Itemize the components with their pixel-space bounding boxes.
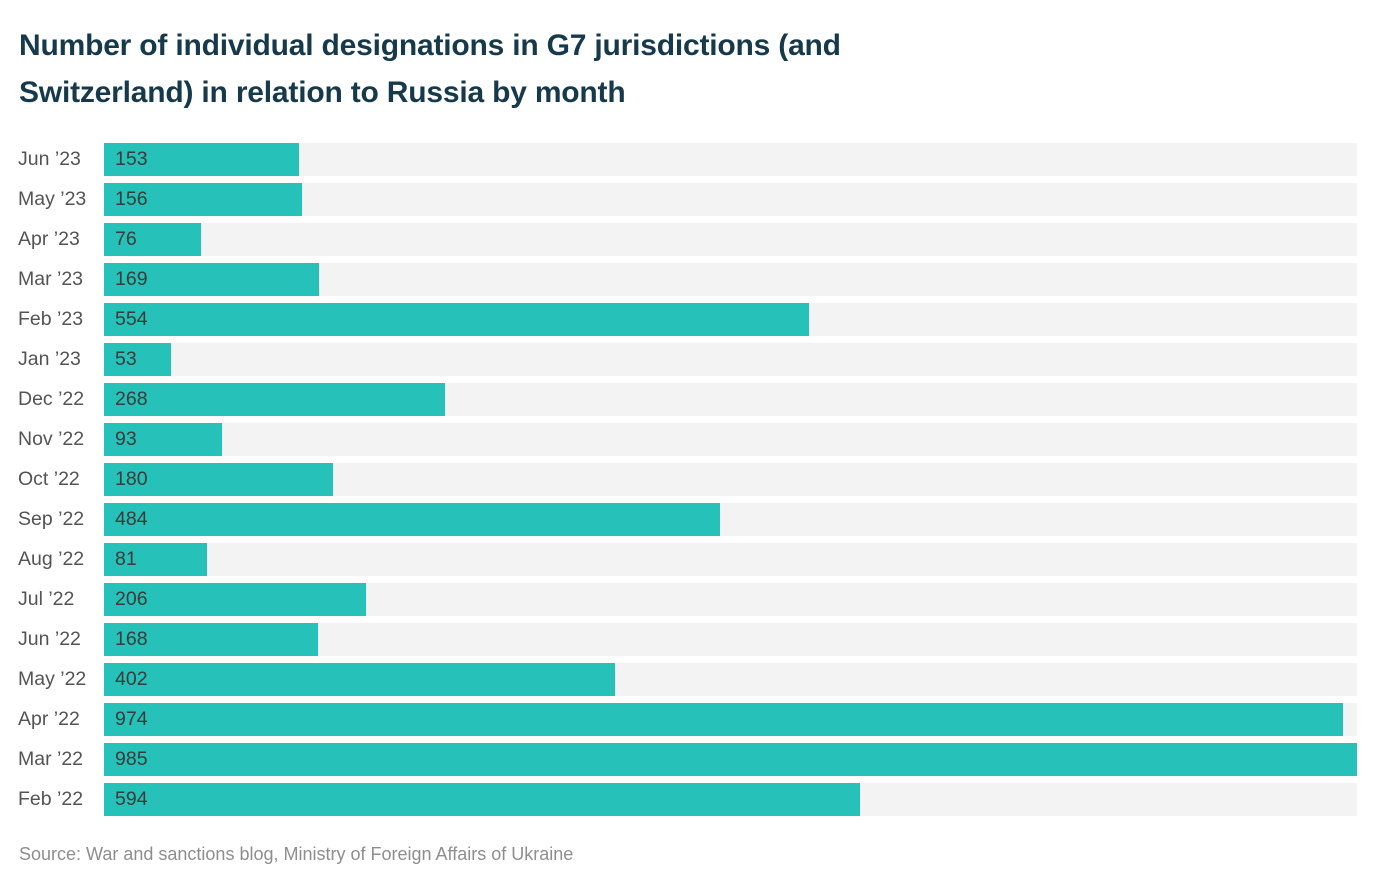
chart-row: Feb ’23 554 [0,303,1357,336]
bar: 53 [104,343,172,376]
category-label: Jan ’23 [18,348,81,370]
chart-row: Mar ’22 985 [0,743,1357,776]
bar-track: 484 [104,503,1357,536]
chart-row: Jul ’22 206 [0,583,1357,616]
category-label: Aug ’22 [18,548,85,570]
chart-row: May ’23 156 [0,183,1357,216]
bar-track: 974 [104,703,1357,736]
bar: 76 [104,223,201,256]
chart-row: Apr ’23 76 [0,223,1357,256]
bar: 81 [104,543,208,576]
value-label: 156 [115,188,148,210]
category-label: May ’22 [18,668,87,690]
bar-chart: Jun ’23 153 May ’23 156 Apr ’23 76 Mar ’23 169 F… [0,143,1357,816]
bar-track: 93 [104,423,1357,456]
chart-row: Sep ’22 484 [0,503,1357,536]
bar: 93 [104,423,223,456]
bar-track: 402 [104,663,1357,696]
chart-row: Oct ’22 180 [0,463,1357,496]
category-label: Apr ’23 [18,228,80,250]
category-label: Mar ’22 [18,748,84,770]
chart-row: Aug ’22 81 [0,543,1357,576]
value-label: 169 [115,268,148,290]
bar: 402 [104,663,616,696]
bar-track: 156 [104,183,1357,216]
bar-track: 81 [104,543,1357,576]
bar-track: 153 [104,143,1357,176]
bar: 594 [104,783,860,816]
bar: 206 [104,583,367,616]
chart-row: Mar ’23 169 [0,263,1357,296]
bar-track: 169 [104,263,1357,296]
category-label: Nov ’22 [18,428,85,450]
chart-row: Jun ’22 168 [0,623,1357,656]
source-note: Source: War and sanctions blog, Ministry… [19,844,574,864]
chart-title-line1: Number of individual designations in G7 … [19,29,841,62]
value-label: 268 [115,388,148,410]
chart-title: Number of individual designations in G7 … [19,22,1129,116]
value-label: 76 [115,228,137,250]
bar: 153 [104,143,299,176]
bar: 985 [104,743,1357,776]
bar: 974 [104,703,1343,736]
category-label: Oct ’22 [18,468,80,490]
chart-row: Dec ’22 268 [0,383,1357,416]
category-label: Feb ’23 [18,308,84,330]
value-label: 153 [115,148,148,170]
bar-track: 985 [104,743,1357,776]
chart-title-line2: Switzerland) in relation to Russia by mo… [19,76,626,109]
value-label: 985 [115,748,148,770]
category-label: Jul ’22 [18,588,75,610]
bar-track: 554 [104,303,1357,336]
value-label: 180 [115,468,148,490]
chart-row: May ’22 402 [0,663,1357,696]
bar-track: 594 [104,783,1357,816]
value-label: 206 [115,588,148,610]
category-label: May ’23 [18,188,87,210]
bar-track: 180 [104,463,1357,496]
category-label: Sep ’22 [18,508,85,530]
chart-row: Jun ’23 153 [0,143,1357,176]
bar-track: 206 [104,583,1357,616]
bar: 484 [104,503,720,536]
bar-track: 76 [104,223,1357,256]
bar-track: 268 [104,383,1357,416]
chart-row: Apr ’22 974 [0,703,1357,736]
bar: 554 [104,303,809,336]
value-label: 81 [115,548,137,570]
category-label: Jun ’22 [18,628,81,650]
bar-track: 168 [104,623,1357,656]
category-label: Dec ’22 [18,388,85,410]
value-label: 93 [115,428,137,450]
bar: 268 [104,383,445,416]
chart-row: Jan ’23 53 [0,343,1357,376]
category-label: Jun ’23 [18,148,81,170]
value-label: 484 [115,508,148,530]
bar: 168 [104,623,318,656]
bar: 180 [104,463,333,496]
chart-row: Feb ’22 594 [0,783,1357,816]
category-label: Feb ’22 [18,788,84,810]
value-label: 168 [115,628,148,650]
value-label: 53 [115,348,137,370]
value-label: 554 [115,308,148,330]
value-label: 402 [115,668,148,690]
bar-track: 53 [104,343,1357,376]
bar: 169 [104,263,319,296]
bar: 156 [104,183,303,216]
chart-row: Nov ’22 93 [0,423,1357,456]
value-label: 594 [115,788,148,810]
category-label: Apr ’22 [18,708,80,730]
value-label: 974 [115,708,148,730]
category-label: Mar ’23 [18,268,84,290]
